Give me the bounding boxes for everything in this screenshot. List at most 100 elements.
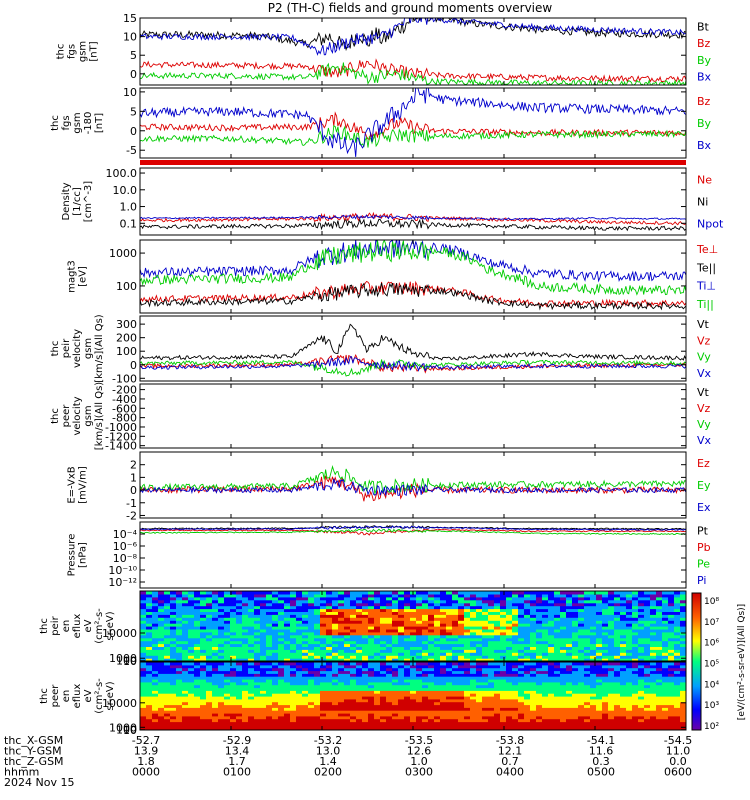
- p10-cell: [170, 673, 177, 677]
- p9-cell: [314, 599, 321, 604]
- p10-cell: [656, 698, 663, 703]
- p9-cell: [248, 646, 255, 650]
- p9-cell: [668, 646, 675, 650]
- p9-cell: [632, 646, 639, 650]
- p9-cell: [146, 643, 153, 647]
- p10-cell: [314, 664, 321, 669]
- p10-cell: [368, 707, 375, 711]
- p10-cell: [374, 673, 381, 677]
- p10-cell: [554, 727, 561, 730]
- p5-series-Vt: [140, 323, 686, 361]
- p9-cell: [512, 611, 519, 615]
- p10-cell: [626, 679, 633, 683]
- p9-cell: [200, 652, 207, 656]
- p9-cell: [398, 599, 405, 604]
- p9-cell: [656, 623, 663, 627]
- p10-cell: [260, 713, 267, 717]
- p10-cell: [506, 690, 513, 694]
- p10-cell: [626, 676, 633, 680]
- p9-cell: [266, 608, 273, 612]
- p9-cell: [560, 658, 567, 661]
- p9-cell: [476, 608, 483, 612]
- p10-cell: [362, 710, 369, 714]
- p2-legend-Bx: Bx: [697, 139, 712, 152]
- p10-cell: [200, 701, 207, 706]
- p10-cell: [164, 681, 171, 686]
- p10-cell: [506, 681, 513, 686]
- p10-cell: [152, 684, 159, 689]
- p9-cell: [302, 655, 309, 659]
- p10-cell: [494, 684, 501, 689]
- p10-cell: [200, 715, 207, 720]
- p10-cell: [296, 662, 303, 666]
- p9-cell: [200, 591, 207, 595]
- p10-cell: [638, 687, 645, 691]
- p10-cell: [380, 713, 387, 717]
- p10-cell: [494, 721, 501, 725]
- p10-cell: [200, 684, 207, 689]
- p9-cell: [146, 605, 153, 610]
- p9-cell: [554, 631, 561, 636]
- p10-cell: [392, 715, 399, 720]
- p10-cell: [248, 727, 255, 730]
- p10-cell: [404, 673, 411, 677]
- p9-cell: [650, 605, 657, 610]
- p10-cell: [428, 690, 435, 694]
- p2-legend-By: By: [697, 117, 712, 130]
- p10-cell: [500, 687, 507, 691]
- p10-cell: [218, 715, 225, 720]
- p9-cell: [278, 634, 285, 639]
- p9-cell: [446, 637, 453, 642]
- p9-cell: [374, 637, 381, 642]
- p10-cell: [548, 690, 555, 694]
- p9-cell: [158, 591, 165, 595]
- p10-cell: [614, 670, 621, 674]
- p10-cell: [362, 698, 369, 703]
- p9-cell: [560, 593, 567, 598]
- p9-cell: [638, 640, 645, 645]
- p10-cell: [296, 667, 303, 672]
- p10-cell: [518, 662, 525, 666]
- p10-cell: [458, 707, 465, 711]
- p10-cell: [380, 698, 387, 703]
- p9-cell: [278, 628, 285, 633]
- p9-cell: [242, 655, 249, 659]
- p9-cell: [542, 596, 549, 601]
- p9-cell: [488, 620, 495, 624]
- p9-cell: [230, 620, 237, 624]
- p10-cell: [506, 662, 513, 666]
- p10-cell: [578, 679, 585, 683]
- p1-legend-Bx: Bx: [697, 71, 712, 84]
- p9-cell: [314, 593, 321, 598]
- p10-cell: [428, 715, 435, 720]
- p10-cell: [464, 690, 471, 694]
- p10-cell: [470, 727, 477, 730]
- p10-cell: [482, 707, 489, 711]
- p9-cell: [554, 628, 561, 633]
- p10-cell: [542, 664, 549, 669]
- p10-cell: [668, 715, 675, 720]
- p9-cell: [542, 611, 549, 615]
- p10-cell: [494, 698, 501, 703]
- p9-cell: [548, 652, 555, 656]
- p9-cell: [524, 655, 531, 659]
- p10-cell: [416, 681, 423, 686]
- p9-cell: [290, 643, 297, 647]
- p9-cell: [296, 617, 303, 621]
- p10-cell: [404, 721, 411, 725]
- p10-cell: [146, 684, 153, 689]
- p10-cell: [680, 673, 686, 677]
- p10-cell: [530, 721, 537, 725]
- p9-cell: [428, 593, 435, 598]
- p9-cell: [302, 602, 309, 607]
- p9-cell: [386, 591, 393, 595]
- p10-cell: [290, 690, 297, 694]
- p10-cell: [674, 679, 681, 683]
- p10-cell: [536, 667, 543, 672]
- p10-cell: [470, 718, 477, 723]
- p10-cell: [548, 713, 555, 717]
- p10-cell: [488, 687, 495, 691]
- p9-cell: [308, 655, 315, 659]
- p10-cell: [554, 715, 561, 720]
- p9-cell: [284, 646, 291, 650]
